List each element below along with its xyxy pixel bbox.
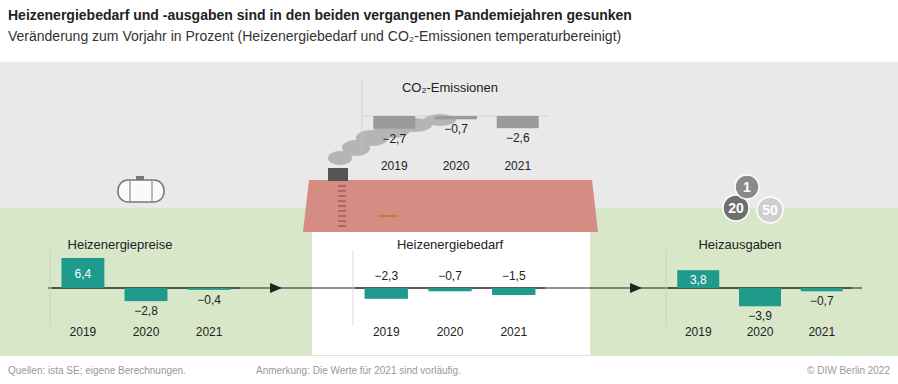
- bar: [188, 288, 231, 290]
- ladder-rung: [338, 196, 346, 197]
- bar: [739, 288, 781, 306]
- smoke: [328, 114, 456, 165]
- bar: [435, 116, 477, 119]
- chimney: [328, 168, 348, 181]
- x-tick-label: 2021: [500, 325, 527, 339]
- bar: [428, 288, 471, 291]
- bar-chart-panel: Heizenergiebedarf −2,3 −0,7 −1,5 2019 2020 202…: [353, 237, 545, 339]
- bars: [365, 288, 536, 299]
- bar-chart-panel: CO₂-Emissionen −2,7 −0,7 −2,6 2019 2020 2021: [362, 79, 548, 174]
- subtitle: Veränderung zum Vorjahr in Prozent (Heiz…: [8, 28, 621, 44]
- data-label: −3,9: [748, 309, 772, 323]
- oil-tank: [118, 176, 164, 202]
- ladder-rung: [338, 216, 346, 217]
- coin-label: 20: [728, 200, 744, 216]
- data-label: 6,4: [75, 267, 92, 281]
- data-label: −2,3: [374, 269, 398, 283]
- panel-title: Heizenergiebedarf: [397, 237, 504, 252]
- bar-chart-panel: Heizenergiepreise 6,4 −2,8 −0,4 2019 2020 2021: [50, 237, 240, 339]
- data-label: −0,7: [438, 269, 462, 283]
- footer-note: Anmerkung: Die Werte für 2021 sind vorlä…: [256, 365, 461, 376]
- coin-label: 50: [762, 202, 778, 218]
- footer-source: Quellen: ista SE; eigene Berechnungen.: [8, 365, 186, 376]
- x-tick-label: 2020: [437, 325, 464, 339]
- bar: [492, 288, 535, 295]
- ladder-rung: [338, 226, 346, 227]
- arrow-head: [270, 283, 282, 293]
- x-tick-label: 2021: [196, 325, 223, 339]
- ladder-rung: [338, 221, 346, 222]
- bar: [373, 116, 415, 129]
- data-label: −2,7: [382, 132, 406, 146]
- ladder-rung: [338, 201, 346, 202]
- tank-cap: [136, 176, 144, 180]
- house-body: [312, 228, 590, 355]
- bar: [801, 288, 843, 291]
- y-axis-line: [362, 79, 363, 154]
- y-axis-line: [50, 251, 51, 326]
- ladder-rung: [338, 186, 346, 187]
- coins: 50 20 1: [723, 175, 783, 223]
- roof-detail: [378, 215, 398, 217]
- data-label: −2,6: [506, 131, 530, 145]
- x-tick-label: 2019: [381, 159, 408, 173]
- tank-band: [152, 181, 153, 201]
- bar-chart-panel: Heizausgaben 3,8 −3,9 −0,7 2019 2020 2021: [666, 237, 852, 339]
- ladder-rung: [338, 211, 346, 212]
- x-tick-label: 2021: [808, 325, 835, 339]
- panel-title: Heizenergiepreise: [68, 237, 173, 252]
- bar: [677, 270, 719, 288]
- arrow-head: [630, 283, 642, 293]
- data-label: −0,7: [810, 294, 834, 308]
- infographic: Heizenergiebedarf und -ausgaben sind in …: [0, 0, 898, 384]
- coin: [735, 175, 759, 199]
- x-tick-label: 2020: [747, 325, 774, 339]
- data-label: −0,7: [444, 122, 468, 136]
- ladder-rung: [338, 206, 346, 207]
- title: Heizenergiebedarf und -ausgaben sind in …: [8, 7, 632, 23]
- data-label: −0,4: [197, 293, 221, 307]
- tank-band: [130, 181, 131, 201]
- coin: [757, 197, 783, 223]
- bar: [61, 258, 104, 288]
- bar: [365, 288, 408, 299]
- ladder-rung: [338, 191, 346, 192]
- house-roof: [303, 180, 598, 232]
- x-tick-label: 2021: [504, 159, 531, 173]
- x-tick-label: 2019: [70, 325, 97, 339]
- roof-ladder: [338, 186, 346, 226]
- panel-title: CO₂-Emissionen: [402, 80, 498, 95]
- coin-label: 1: [743, 179, 751, 195]
- x-tick-label: 2020: [443, 159, 470, 173]
- bar: [497, 116, 539, 128]
- tank-body: [118, 180, 164, 202]
- y-axis-line: [666, 251, 667, 326]
- data-label: 3,8: [690, 273, 707, 287]
- x-tick-label: 2019: [685, 325, 712, 339]
- data-label: −2,8: [134, 304, 158, 318]
- data-label: −1,5: [502, 269, 526, 283]
- panel-title: Heizausgaben: [698, 237, 781, 252]
- y-axis-line: [353, 251, 354, 326]
- bar: [125, 288, 168, 301]
- footer-copyright: © DIW Berlin 2022: [807, 365, 890, 376]
- x-tick-label: 2019: [373, 325, 400, 339]
- x-tick-label: 2020: [133, 325, 160, 339]
